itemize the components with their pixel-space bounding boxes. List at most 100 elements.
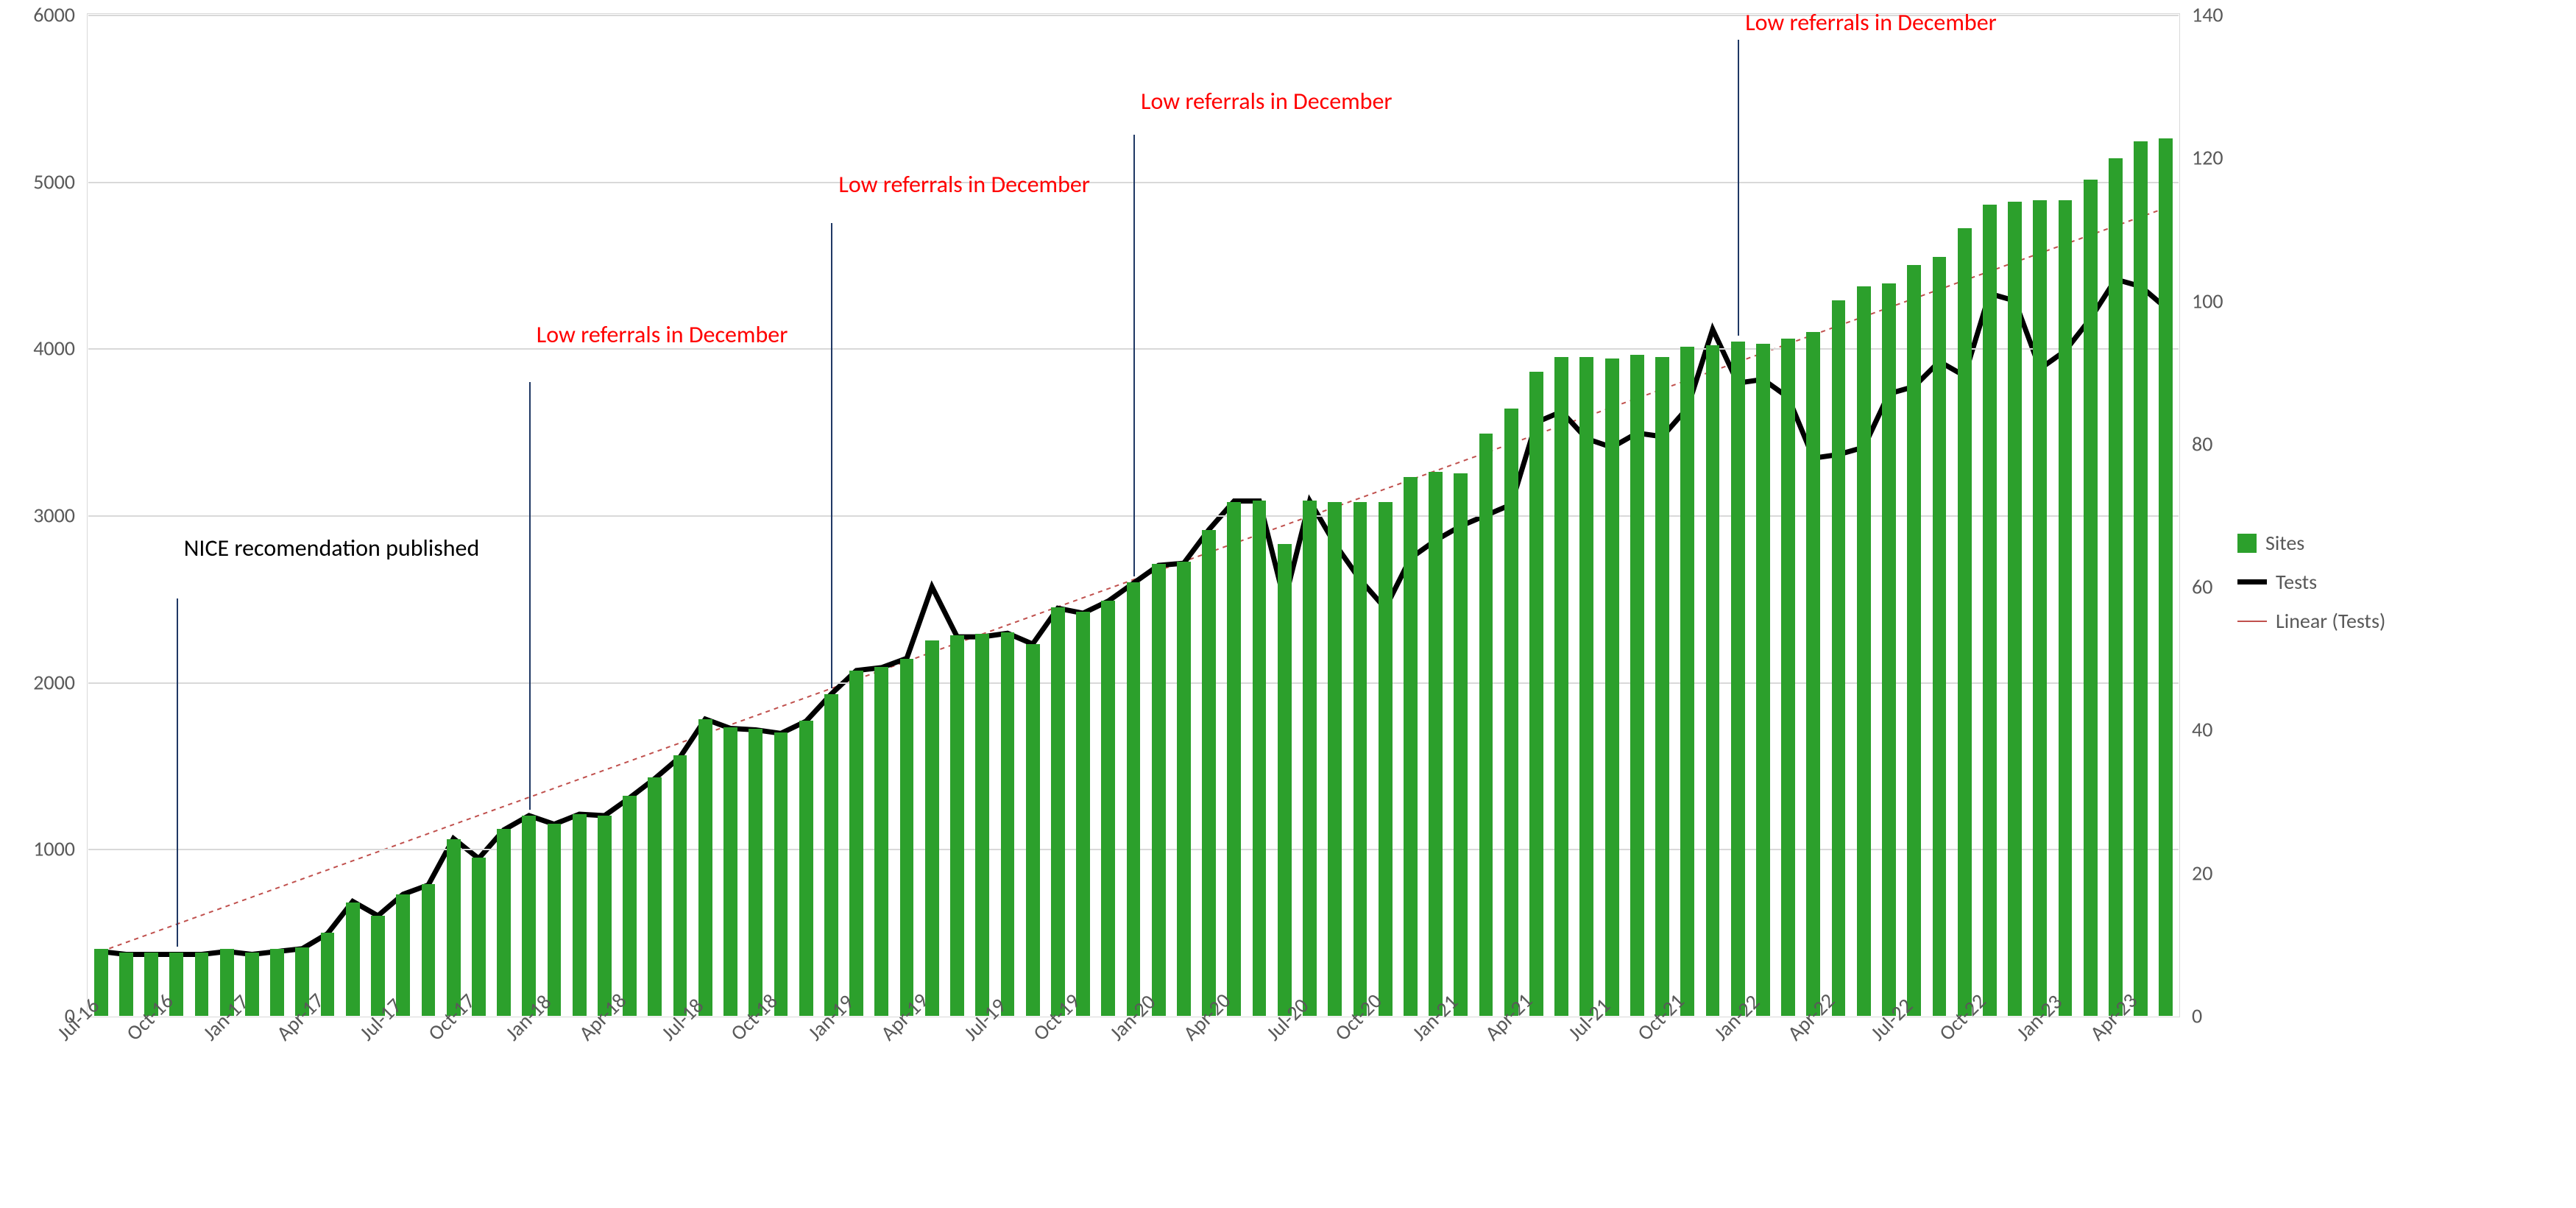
bar [799,721,813,1016]
bar [673,755,687,1016]
bar [1001,632,1015,1016]
bar [548,824,562,1016]
bar [1328,502,1342,1016]
bar [1933,257,1947,1016]
annotation-line [177,598,178,947]
bar [119,953,133,1016]
bar [1026,644,1040,1016]
bar [1907,265,1921,1016]
bar [1832,300,1846,1016]
bar [1655,357,1669,1016]
bar [723,727,737,1016]
bar [1706,345,1720,1016]
legend-item: Linear (Tests) [2237,608,2385,634]
bar [270,949,284,1016]
bar [2109,158,2123,1016]
bar [1227,502,1241,1016]
bar [396,894,410,1016]
bar [1303,501,1317,1016]
bar [447,839,461,1016]
y-left-tick-label: 3000 [0,503,75,529]
bar [1076,612,1090,1016]
bar [598,816,612,1016]
y-right-tick-label: 60 [2192,574,2212,600]
bar [1101,601,1115,1016]
bar [975,634,989,1016]
bar [1152,564,1166,1016]
legend-item: Sites [2237,530,2385,556]
legend-label: Tests [2276,569,2317,595]
y-left-tick-label: 2000 [0,669,75,695]
bar [1983,205,1997,1016]
bar [1958,228,1972,1016]
y-left-tick-label: 4000 [0,336,75,361]
bar [1806,332,1820,1016]
bar [1857,286,1871,1016]
legend-swatch-bar [2237,534,2257,553]
bar [1882,283,1896,1016]
annotation-line [529,382,531,810]
bar [1756,344,1770,1016]
bar [950,635,964,1016]
annotation-label: NICE recomendation published [184,534,480,562]
y-right-tick-label: 20 [2192,860,2212,886]
bar [2059,200,2073,1016]
bar [522,816,536,1016]
annotation-label: Low referrals in December [1141,87,1393,116]
bar [346,903,360,1016]
y-right-tick-label: 100 [2192,288,2223,314]
y-right-tick-label: 0 [2192,1003,2202,1029]
bar [900,659,914,1016]
bar [1554,357,1568,1016]
y-right-tick-label: 140 [2192,2,2223,28]
bar [2008,202,2022,1016]
bar [1379,502,1393,1016]
bar [774,732,788,1016]
bar [1354,502,1367,1016]
bar [497,829,511,1016]
bar [1504,409,1518,1016]
bar [623,796,637,1016]
bar [648,777,662,1016]
bar [1051,607,1065,1016]
bar [2134,141,2148,1016]
bar [824,694,838,1016]
bar [1731,342,1745,1016]
bar [1202,530,1216,1016]
bar [1253,501,1267,1016]
bar [1278,544,1292,1016]
bar [2159,138,2173,1016]
bar [1127,582,1141,1016]
annotation-label: Low referrals in December [537,320,788,349]
annotation-line [1738,40,1739,336]
y-right-tick-label: 80 [2192,431,2212,456]
legend-swatch-line [2237,621,2267,622]
bar [1454,473,1468,1016]
bar [1781,339,1795,1016]
annotation-line [831,223,832,688]
bar [849,671,863,1016]
bar [472,858,486,1016]
bar [1579,357,1593,1016]
bar [1680,347,1694,1016]
bar [1177,562,1191,1016]
bar [2084,180,2098,1016]
annotation-label: Low referrals in December [1745,8,1997,37]
bar [422,884,436,1016]
y-right-tick-label: 120 [2192,145,2223,171]
bar [2033,200,2047,1016]
bar [925,640,939,1016]
annotation-line [1133,135,1135,576]
legend-label: Linear (Tests) [2276,608,2385,634]
bar [1630,355,1644,1016]
bar [195,953,209,1016]
bar [749,729,762,1016]
bar [1429,472,1443,1016]
legend-item: Tests [2237,569,2385,595]
annotation-label: Low referrals in December [838,170,1090,199]
bar [698,719,712,1016]
y-right-tick-label: 40 [2192,717,2212,743]
bar [1529,372,1543,1016]
legend-label: Sites [2265,530,2304,556]
bar [1404,477,1418,1016]
